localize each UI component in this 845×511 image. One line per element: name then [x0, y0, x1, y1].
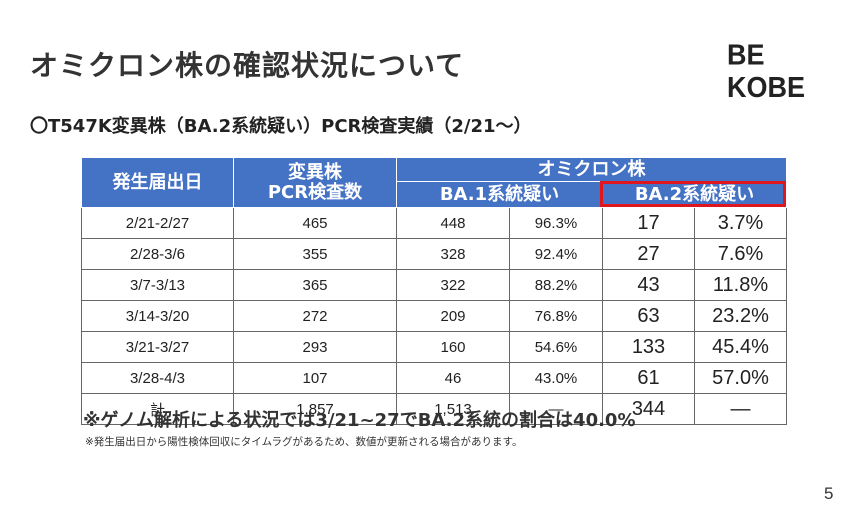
cell-ba1-pct: 92.4% — [509, 238, 603, 270]
table-row: 2/28-3/6 355 328 92.4% 27 7.6% — [81, 238, 787, 270]
cell-ba1-count: 448 — [396, 207, 510, 239]
cell-ba1-pct: 54.6% — [509, 331, 603, 363]
genome-analysis-note: ※ゲノム解析による状況では3/21~27でBA.2系統の割合は40.0% — [83, 410, 636, 431]
header-ba1: BA.1系統疑い — [396, 181, 603, 208]
timelag-footnote: ※発生届出日から陽性検体回収にタイムラグがあるため、数値が更新される場合がありま… — [85, 436, 523, 448]
header-omicron: オミクロン株 — [396, 157, 787, 182]
cell-ba2-count: 61 — [602, 362, 695, 394]
cell-ba1-count: 1,513 — [396, 393, 510, 425]
page-number: 5 — [824, 484, 834, 503]
cell-pcr-count: 107 — [233, 362, 397, 394]
section-subtitle: 〇T547K変異株（BA.2系統疑い）PCR検査実績（2/21～） — [30, 116, 532, 137]
table-row: 2/21-2/27 465 448 96.3% 17 3.7% — [81, 207, 787, 239]
cell-ba2-count: 43 — [602, 269, 695, 301]
header-pcr-count: 変異株 PCR検査数 — [233, 157, 397, 208]
cell-ba1-count: 209 — [396, 300, 510, 332]
cell-date: 3/28-4/3 — [81, 362, 234, 394]
cell-ba2-count: 27 — [602, 238, 695, 270]
cell-pcr-count: 293 — [233, 331, 397, 363]
table-row: 計 1,857 1,513 ― 344 ― — [81, 393, 787, 425]
cell-ba2-count: 17 — [602, 207, 695, 239]
cell-ba1-pct: 96.3% — [509, 207, 603, 239]
header-pcr-line1: 変異株 — [288, 161, 342, 183]
cell-date: 3/21-3/27 — [81, 331, 234, 363]
header-pcr-line2: PCR検査数 — [267, 181, 363, 203]
cell-pcr-count: 365 — [233, 269, 397, 301]
table-row: 3/28-4/3 107 46 43.0% 61 57.0% — [81, 362, 787, 394]
cell-ba1-pct: 88.2% — [509, 269, 603, 301]
cell-date: 計 — [81, 393, 234, 425]
cell-ba2-pct: 7.6% — [694, 238, 787, 270]
cell-pcr-count: 465 — [233, 207, 397, 239]
ba2-highlight-box — [600, 181, 786, 207]
cell-ba1-pct: 43.0% — [509, 362, 603, 394]
cell-ba2-pct: 45.4% — [694, 331, 787, 363]
cell-date: 2/28-3/6 — [81, 238, 234, 270]
table-row: 3/7-3/13 365 322 88.2% 43 11.8% — [81, 269, 787, 301]
table-row: 3/14-3/20 272 209 76.8% 63 23.2% — [81, 300, 787, 332]
cell-date: 3/14-3/20 — [81, 300, 234, 332]
cell-ba1-pct: 76.8% — [509, 300, 603, 332]
cell-ba1-count: 322 — [396, 269, 510, 301]
pcr-results-table: 発生届出日 変異株 PCR検査数 オミクロン株 BA.1系統疑い BA.2系統疑… — [81, 157, 787, 425]
cell-ba2-pct: ― — [694, 393, 787, 425]
cell-ba2-pct: 3.7% — [694, 207, 787, 239]
page-title: オミクロン株の確認状況について — [30, 49, 465, 82]
cell-ba2-pct: 57.0% — [694, 362, 787, 394]
be-kobe-logo: BE KOBE — [727, 39, 806, 104]
cell-ba2-pct: 23.2% — [694, 300, 787, 332]
cell-ba1-count: 160 — [396, 331, 510, 363]
cell-ba2-pct: 11.8% — [694, 269, 787, 301]
cell-ba2-count: 63 — [602, 300, 695, 332]
cell-pcr-count: 1,857 — [233, 393, 397, 425]
cell-pcr-count: 355 — [233, 238, 397, 270]
cell-date: 2/21-2/27 — [81, 207, 234, 239]
cell-pcr-count: 272 — [233, 300, 397, 332]
cell-ba1-count: 328 — [396, 238, 510, 270]
cell-ba2-count: 133 — [602, 331, 695, 363]
cell-ba1-count: 46 — [396, 362, 510, 394]
table-row: 3/21-3/27 293 160 54.6% 133 45.4% — [81, 331, 787, 363]
cell-ba1-pct: ― — [509, 393, 603, 425]
header-date: 発生届出日 — [81, 157, 234, 208]
table-body: 2/21-2/27 465 448 96.3% 17 3.7% 2/28-3/6 355 328… — [81, 207, 787, 425]
cell-date: 3/7-3/13 — [81, 269, 234, 301]
